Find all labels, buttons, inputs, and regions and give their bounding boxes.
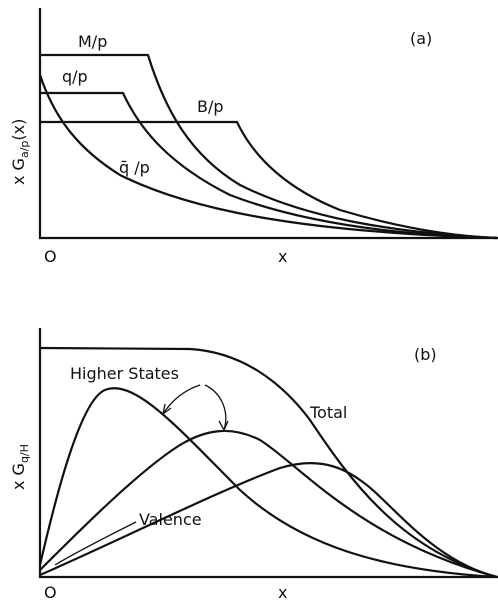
panel-a-tag: (a) bbox=[410, 29, 432, 48]
pointer-higher-states-left bbox=[162, 384, 201, 415]
panel-b-ylabel-main: x G bbox=[9, 463, 28, 490]
panel-b-ylabel-sub: q/H bbox=[18, 444, 31, 463]
pointer-higher-states-right bbox=[204, 384, 227, 431]
label-higher-states: Higher States bbox=[70, 364, 179, 383]
arrowhead-higher-states-right bbox=[218, 420, 229, 431]
arrowhead-higher-states-left bbox=[162, 403, 172, 415]
panel-a-ylabel: x Ga/p(x) bbox=[9, 119, 31, 185]
curve-valence bbox=[38, 462, 498, 579]
label-q-over-p: q/p bbox=[62, 67, 88, 86]
panel-a-axes bbox=[38, 8, 497, 240]
panel-b-axes bbox=[38, 328, 497, 579]
panel-b-tag: (b) bbox=[414, 345, 437, 364]
panel-a-ylabel-arg: (x) bbox=[9, 119, 28, 141]
curve-higher-states-1 bbox=[38, 387, 498, 579]
label-m-over-p: M/p bbox=[78, 32, 107, 51]
curve-total bbox=[38, 346, 498, 579]
panel-a-ylabel-main: x G bbox=[9, 158, 28, 185]
panel-b-origin: O bbox=[44, 583, 57, 602]
panel-a-origin: O bbox=[44, 247, 57, 266]
label-b-over-p: B/p bbox=[197, 97, 224, 116]
panel-b-ylabel: x Gq/H bbox=[9, 444, 31, 490]
pointer-valence bbox=[54, 521, 137, 566]
label-valence: Valence bbox=[139, 510, 202, 529]
svg-text:x Ga/p(x): x Ga/p(x) bbox=[9, 119, 31, 185]
label-total: Total bbox=[309, 403, 347, 422]
panel-b: Higher States Total Valence (b) x Gq/H O… bbox=[9, 328, 498, 602]
curve-higher-states-2 bbox=[38, 429, 498, 579]
label-qbar-over-p: q̄ /p bbox=[119, 158, 150, 177]
curve-qbar-over-p bbox=[38, 73, 498, 240]
panel-a-ylabel-sub: a/p bbox=[18, 141, 31, 158]
panel-a: M/p q/p B/p q̄ /p (a) x Ga/p(x) O x bbox=[9, 8, 498, 266]
svg-text:x Gq/H: x Gq/H bbox=[9, 444, 31, 490]
panel-b-xlabel: x bbox=[278, 583, 287, 602]
curve-b-over-p bbox=[38, 120, 498, 240]
curve-m-over-p bbox=[38, 53, 498, 240]
panel-a-xlabel: x bbox=[278, 247, 287, 266]
